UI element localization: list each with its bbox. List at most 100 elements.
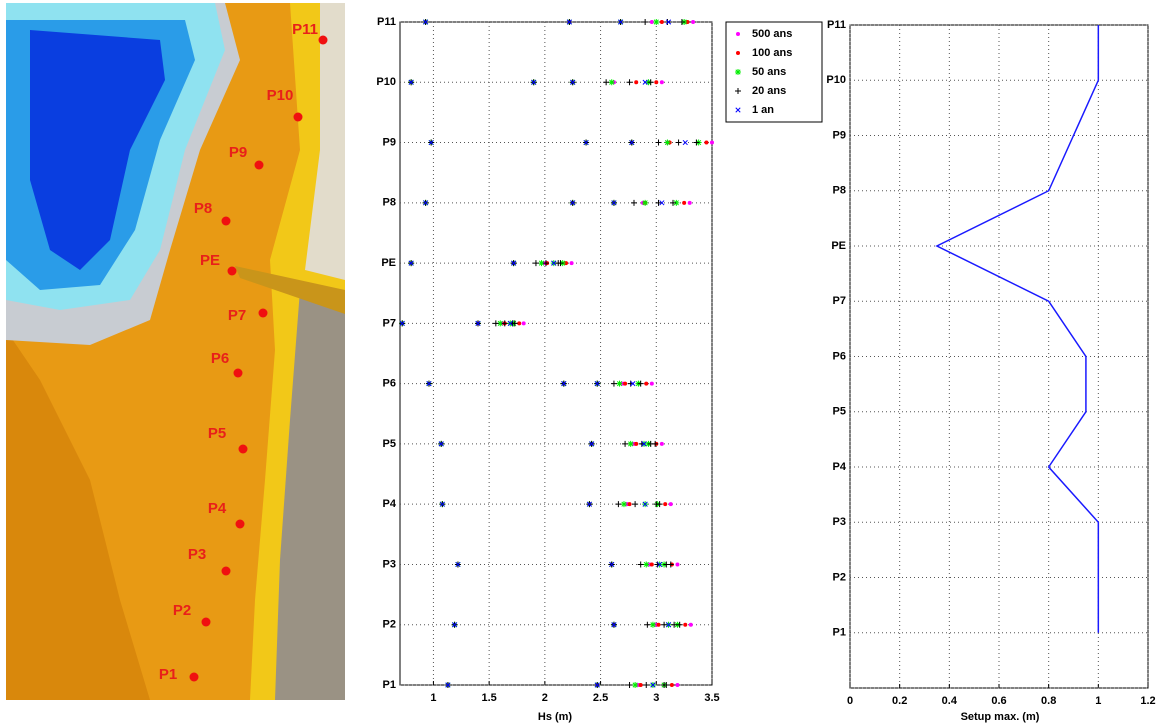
map-point [228,267,237,276]
point [710,141,714,145]
point [628,441,634,447]
map-point-label: P10 [267,87,294,104]
plot-area [400,22,712,685]
y-tick-label: P2 [833,571,846,583]
map-point [222,567,231,576]
y-tick-label: P11 [827,19,846,31]
x-tick-label: 1.2 [1140,695,1155,707]
map-point [236,520,245,529]
y-tick-label: P10 [826,74,846,86]
point [691,20,695,24]
y-tick-label: P8 [383,197,396,209]
point [653,19,659,25]
legend-label: 1 an [752,104,774,116]
y-tick-label: P5 [383,438,396,450]
point [570,261,574,265]
y-tick-label: P11 [377,16,396,28]
x-tick-label: 3.5 [704,692,719,704]
point [660,442,664,446]
map-point [202,618,211,627]
point [650,382,654,386]
map-point-label: PE [200,252,220,269]
point [664,140,670,146]
x-tick-label: 2 [542,692,548,704]
map-point [190,673,199,682]
y-tick-label: P1 [833,627,846,639]
x-tick-label: 1 [430,692,436,704]
point [657,623,661,627]
map-point [259,309,268,318]
point [522,321,526,325]
y-tick-label: P4 [383,498,397,510]
x-tick-label: 0.6 [991,695,1006,707]
point [675,562,679,566]
point [689,623,693,627]
x-tick-label: 1 [1095,695,1101,707]
point [660,80,664,84]
x-tick-label: 0.2 [892,695,907,707]
legend-label: 100 ans [752,47,792,59]
x-axis-label: Hs (m) [538,711,573,723]
point [650,622,656,628]
y-tick-label: P10 [376,76,396,88]
point [632,682,638,688]
map-point-label: P5 [208,425,226,442]
x-tick-label: 0 [847,695,853,707]
point [660,20,664,24]
legend-label: 50 ans [752,66,786,78]
x-tick-label: 2.5 [593,692,608,704]
y-tick-label: P7 [383,317,396,329]
x-tick-label: 0.4 [942,695,958,707]
point [663,502,667,506]
map-point-label: P1 [159,666,177,683]
point [670,683,674,687]
point [639,683,643,687]
map-point-label: P9 [229,144,247,161]
map-point-label: P3 [188,546,206,563]
map-point [222,217,231,226]
map-point-label: P6 [211,350,229,367]
point [617,381,623,387]
point [682,201,686,205]
map-point-label: P8 [194,200,212,217]
map-point-label: P11 [292,21,318,38]
point [736,51,740,55]
y-tick-label: P9 [833,129,846,141]
y-tick-label: P8 [833,185,846,197]
point [683,623,687,627]
point [609,79,615,85]
x-tick-label: 0.8 [1041,695,1056,707]
y-tick-label: PE [381,257,396,269]
x-tick-label: 1.5 [481,692,496,704]
map-point-label: P7 [228,307,246,324]
point [634,442,638,446]
point [736,32,740,36]
point [517,321,521,325]
y-tick-label: PE [831,240,846,252]
point [644,382,648,386]
point [675,683,679,687]
y-tick-label: P2 [383,619,396,631]
x-tick-label: 3 [653,692,659,704]
point [735,69,741,75]
x-axis-label: Setup max. (m) [961,711,1040,723]
map-point [234,369,243,378]
y-tick-label: P9 [383,136,396,148]
point [623,382,627,386]
point [642,200,648,206]
point [704,141,708,145]
point [621,501,627,507]
point [688,201,692,205]
y-tick-label: P7 [833,295,846,307]
y-tick-label: P6 [383,378,396,390]
map-point-label: P4 [208,500,227,517]
map-point [319,36,328,45]
point [628,502,632,506]
point [643,561,649,567]
y-tick-label: P4 [833,461,847,473]
y-tick-label: P5 [833,406,846,418]
legend-label: 20 ans [752,85,786,97]
legend-label: 500 ans [752,28,792,40]
point [654,80,658,84]
point [650,562,654,566]
